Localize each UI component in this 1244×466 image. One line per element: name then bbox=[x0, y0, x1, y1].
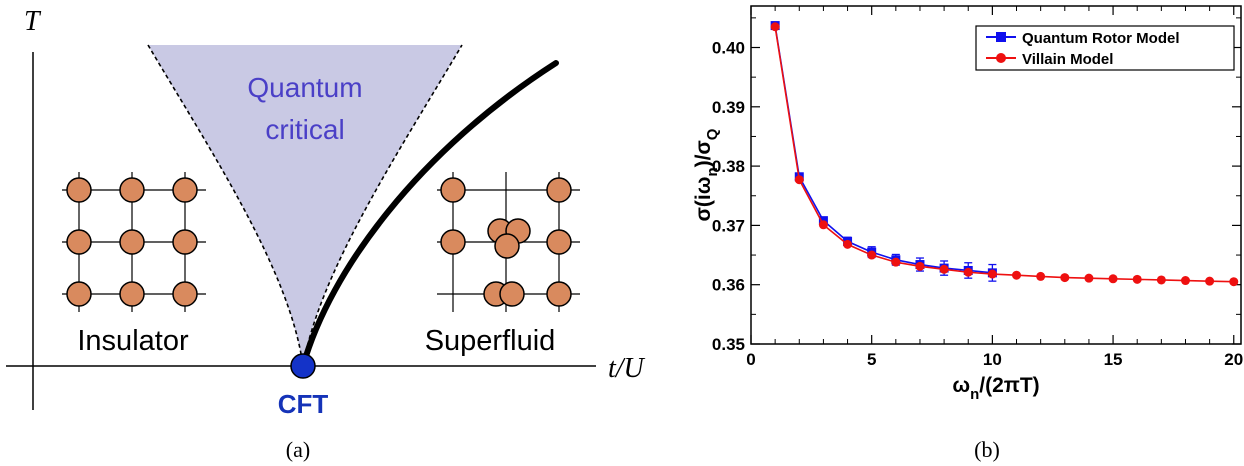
data-point-circle bbox=[1060, 273, 1070, 283]
data-point-circle bbox=[794, 175, 804, 185]
quantum-critical-label-line1: Quantum bbox=[247, 72, 362, 103]
data-point-circle bbox=[939, 264, 949, 274]
quantum-critical-label-line2: critical bbox=[265, 114, 344, 145]
y-tick-label: 0.37 bbox=[712, 216, 745, 235]
panel-b-conductivity-chart: 0 5 10 15 20 0.35 0.36 0.37 0.38 0.39 0.40 Quantum… bbox=[692, 5, 1243, 462]
data-point-circle bbox=[1180, 276, 1190, 286]
data-point-circle bbox=[987, 269, 997, 279]
svg-text:σ(iωn)/σQ: σ(iωn)/σQ bbox=[692, 128, 721, 221]
legend-box bbox=[975, 25, 1235, 71]
cft-label: CFT bbox=[278, 389, 329, 419]
svg-text:ωn/(2πT): ωn/(2πT) bbox=[952, 374, 1039, 403]
data-point-circle bbox=[1132, 274, 1142, 284]
data-point-circle bbox=[1036, 271, 1046, 281]
insulator-label: Insulator bbox=[77, 325, 189, 357]
data-point-circle bbox=[867, 250, 877, 260]
data-point-circle bbox=[818, 220, 828, 230]
data-point-circle bbox=[1229, 277, 1239, 287]
x-tick-label: 20 bbox=[1224, 350, 1243, 369]
phase-transition-line bbox=[300, 60, 559, 369]
data-point-circle bbox=[770, 22, 780, 32]
panel-b-caption: (b) bbox=[974, 437, 1000, 462]
panel-a-phase-diagram: T t/U Quantum critical Insulator bbox=[6, 6, 646, 462]
plot-frame bbox=[750, 5, 1242, 345]
data-point-circle bbox=[1084, 273, 1094, 283]
x-tick-label: 0 bbox=[746, 350, 755, 369]
data-point-circle bbox=[1205, 276, 1215, 286]
data-series bbox=[770, 21, 1239, 287]
cft-critical-point bbox=[290, 353, 316, 379]
superfluid-label: Superfluid bbox=[425, 325, 556, 357]
data-point-circle bbox=[1108, 274, 1118, 284]
data-point-circle bbox=[963, 267, 973, 277]
fan-right-boundary bbox=[302, 44, 463, 367]
legend-label-quantum-rotor: Quantum Rotor Model bbox=[1022, 30, 1180, 47]
data-point-circle bbox=[1156, 275, 1166, 285]
superfluid-atoms bbox=[440, 177, 572, 307]
y-tick-label: 0.36 bbox=[712, 276, 745, 295]
series-line-0 bbox=[774, 25, 993, 274]
x-tick-label: 5 bbox=[867, 350, 876, 369]
legend-label-villain: Villain Model bbox=[1022, 51, 1113, 68]
x-tick-label: 10 bbox=[983, 350, 1002, 369]
y-tick-label: 0.40 bbox=[712, 39, 745, 58]
insulator-atoms bbox=[66, 177, 198, 307]
y-tick-label: 0.39 bbox=[712, 98, 745, 117]
legend-marker-villain bbox=[996, 53, 1006, 63]
x-axis-label-t-over-U: t/U bbox=[608, 353, 646, 384]
fan-left-boundary bbox=[147, 44, 304, 367]
data-point-circle bbox=[915, 261, 925, 271]
y-tick-label: 0.35 bbox=[712, 335, 745, 354]
legend-marker-quantum-rotor bbox=[996, 32, 1006, 42]
axis-ticks: 0 5 10 15 20 0.35 0.36 0.37 0.38 0.39 0.40 bbox=[712, 6, 1243, 369]
quantum-critical-fan bbox=[148, 45, 462, 366]
y-axis-title: σ(iωn)/σQ bbox=[692, 128, 721, 221]
x-tick-label: 15 bbox=[1104, 350, 1123, 369]
legend: Quantum Rotor Model Villain Model bbox=[975, 25, 1235, 71]
x-axis-title: ωn/(2πT) bbox=[952, 374, 1039, 403]
data-point-circle bbox=[1012, 270, 1022, 280]
data-point-circle bbox=[891, 257, 901, 267]
panel-a-caption: (a) bbox=[286, 437, 310, 462]
y-tick-label: 0.38 bbox=[712, 157, 745, 176]
y-axis-label-T: T bbox=[24, 6, 42, 37]
data-point-circle bbox=[843, 239, 853, 249]
